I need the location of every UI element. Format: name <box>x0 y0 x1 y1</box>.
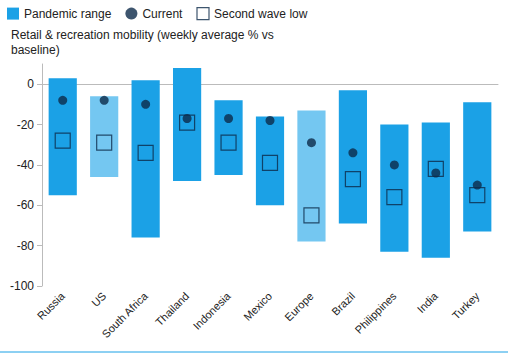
svg-text:-20: -20 <box>17 118 35 132</box>
svg-text:-80: -80 <box>17 239 35 253</box>
svg-text:Pandemic range: Pandemic range <box>24 7 112 21</box>
svg-text:baseline): baseline) <box>11 43 60 57</box>
svg-text:Russia: Russia <box>35 289 68 322</box>
svg-text:-100: -100 <box>10 279 34 293</box>
svg-text:-60: -60 <box>17 198 35 212</box>
svg-text:Europe: Europe <box>282 290 316 324</box>
svg-text:Thailand: Thailand <box>153 290 191 328</box>
svg-text:Current: Current <box>142 7 183 21</box>
svg-text:0: 0 <box>27 77 34 91</box>
svg-text:US: US <box>89 290 108 309</box>
svg-text:Retail & recreation mobility (: Retail & recreation mobility (weekly ave… <box>11 28 277 42</box>
svg-text:Brazil: Brazil <box>329 290 357 318</box>
svg-text:India: India <box>415 289 441 315</box>
svg-text:Indonesia: Indonesia <box>191 289 234 332</box>
svg-text:Turkey: Turkey <box>450 289 482 321</box>
svg-text:Mexico: Mexico <box>241 290 274 323</box>
svg-text:South Africa: South Africa <box>100 289 151 340</box>
svg-text:Philippines: Philippines <box>353 289 399 335</box>
svg-text:Second wave low: Second wave low <box>214 7 308 21</box>
svg-text:-40: -40 <box>17 158 35 172</box>
